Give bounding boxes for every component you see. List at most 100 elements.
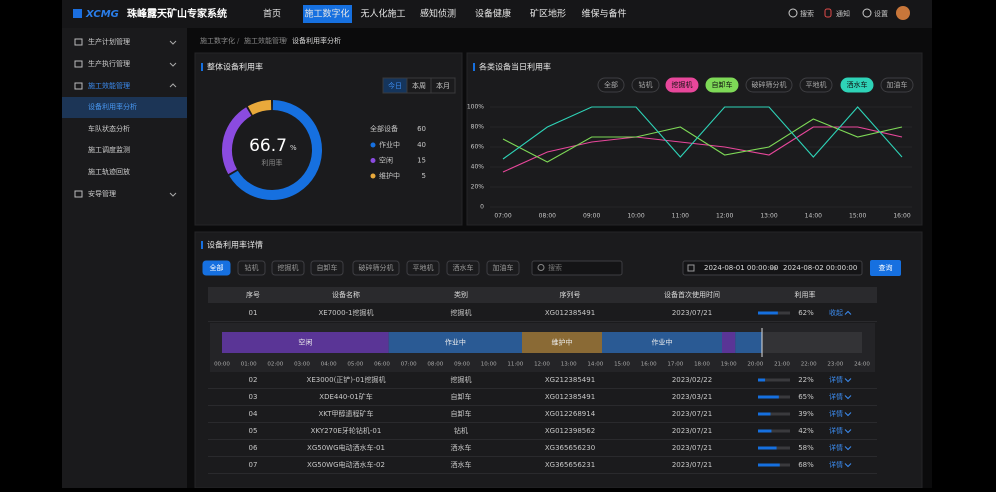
filter-chip-label[interactable]: 加油车 [887,80,908,89]
breadcrumb[interactable]: 施工数字化 [200,36,235,45]
legend-dot [370,173,376,179]
row-action[interactable]: 详情 [829,426,843,435]
filter-chip[interactable] [597,77,625,93]
row-action[interactable]: 详情 [829,392,843,401]
filter-chip-label[interactable]: 破碎筛分机 [359,263,394,272]
search-box[interactable] [531,260,623,276]
filter-chip[interactable] [406,260,440,276]
filter-chip-label[interactable]: 全部 [604,80,618,89]
table-cell: 02 [249,376,258,384]
filter-chip-label[interactable]: 平地机 [413,263,434,272]
menu-item[interactable]: 安导管理 [88,189,116,198]
nav-item[interactable]: 无人化施工 [360,8,405,20]
avatar[interactable] [896,6,910,20]
table-cell: 03 [249,393,258,401]
search-placeholder[interactable]: 搜索 [548,263,562,272]
filter-chip-label[interactable]: 破碎筛分机 [752,80,787,89]
submenu-item[interactable]: 施工轨迹回放 [88,167,130,176]
chevron [169,192,177,197]
query-button[interactable] [870,260,901,276]
nav-item[interactable]: 设备健康 [475,8,511,20]
timeline-tick-label: 00:00 [214,362,230,368]
query-button-label[interactable]: 查询 [879,263,893,272]
y-tick-label: 80% [471,124,485,131]
table-cell: 挖掘机 [451,375,472,384]
filter-chip-label[interactable]: 自卸车 [712,80,733,89]
submenu-item[interactable]: 施工调度监测 [88,145,130,154]
menu-item[interactable]: 生产计划管理 [88,37,130,46]
legend-value: 40 [417,141,426,149]
filter-chip[interactable] [631,77,660,93]
filter-chip[interactable] [310,260,344,276]
filter-chip[interactable] [840,77,874,93]
filter-chip-label[interactable]: 洒水车 [453,263,474,272]
chevron [169,62,177,67]
tab[interactable] [430,77,456,94]
filter-chip-label[interactable]: 洒水车 [847,80,868,89]
nav-item[interactable]: 维保与备件 [581,8,626,20]
nav-item[interactable]: 首页 [263,8,281,20]
filter-chip[interactable] [880,77,914,93]
x-tick-label: 07:00 [494,213,511,220]
filter-chip[interactable] [705,77,739,93]
filter-chip-label[interactable]: 钻机 [639,80,653,89]
breadcrumb[interactable]: 施工效能管理 [244,36,286,45]
filter-chip-label[interactable]: 挖掘机 [278,263,299,272]
timeline-segment [522,332,602,353]
util-label: 22% [798,376,814,384]
table-cell: XG365656230 [545,444,595,452]
util-label: 39% [798,410,814,418]
filter-chip[interactable] [799,77,833,93]
menu-item[interactable]: 施工效能管理 [88,81,130,90]
tab-label[interactable]: 本周 [412,81,426,90]
timeline-tick-label: 19:00 [721,362,737,368]
progress-bar [758,463,780,467]
filter-chip-label[interactable]: 挖掘机 [672,80,693,89]
filter-chip-label[interactable]: 自卸车 [317,263,338,272]
filter-chip-label[interactable]: 加油车 [493,263,514,272]
filter-chip[interactable] [271,260,305,276]
nav-item[interactable]: 矿区地形 [530,8,566,20]
row-action[interactable]: 详情 [829,443,843,452]
y-tick-label: 60% [471,144,485,151]
timeline-segment [722,332,736,353]
legend-label: 作业中 [379,140,400,149]
tool[interactable]: 设置 [874,9,888,18]
timeline-segment [388,332,522,353]
tab-label[interactable]: 本月 [436,81,450,90]
submenu-item[interactable]: 车队状态分析 [88,124,130,133]
filter-chip-label[interactable]: 全部 [210,263,224,272]
menu-icon [74,60,83,68]
row-action[interactable]: 详情 [829,409,843,418]
progress-bar [758,395,779,399]
filter-chip[interactable] [446,260,480,276]
donut-segment [247,100,272,116]
tool[interactable]: 通知 [836,9,850,18]
nav-item[interactable]: 施工数字化 [304,8,349,20]
progress-track [758,378,790,382]
filter-chip[interactable] [237,260,266,276]
row-action[interactable]: 详情 [829,460,843,469]
menu-item[interactable]: 生产执行管理 [88,59,130,68]
filter-chip-label[interactable]: 钻机 [245,263,259,272]
filter-chip[interactable] [202,260,231,276]
row-action[interactable]: 收起 [829,308,843,317]
donut-segment [222,107,252,175]
submenu-item[interactable]: 设备利用率分析 [88,102,137,111]
tab-label[interactable]: 今日 [388,81,402,90]
progress-track [758,412,790,416]
logo-icon [73,9,82,18]
filter-chip[interactable] [745,77,793,93]
filter-chip[interactable] [352,260,400,276]
y-tick-label: 40% [471,164,485,171]
timeline-tick-label: 16:00 [641,362,657,368]
filter-chip[interactable] [486,260,520,276]
nav-item[interactable]: 感知侦测 [420,8,456,20]
filter-chip[interactable] [665,77,699,93]
table-cell: 自卸车 [451,392,472,401]
segment-label: 维护中 [552,338,573,347]
tool[interactable]: 搜索 [800,9,814,18]
row-action[interactable]: 详情 [829,375,843,384]
filter-chip-label[interactable]: 平地机 [806,80,827,89]
table-cell: 洒水车 [451,443,472,452]
